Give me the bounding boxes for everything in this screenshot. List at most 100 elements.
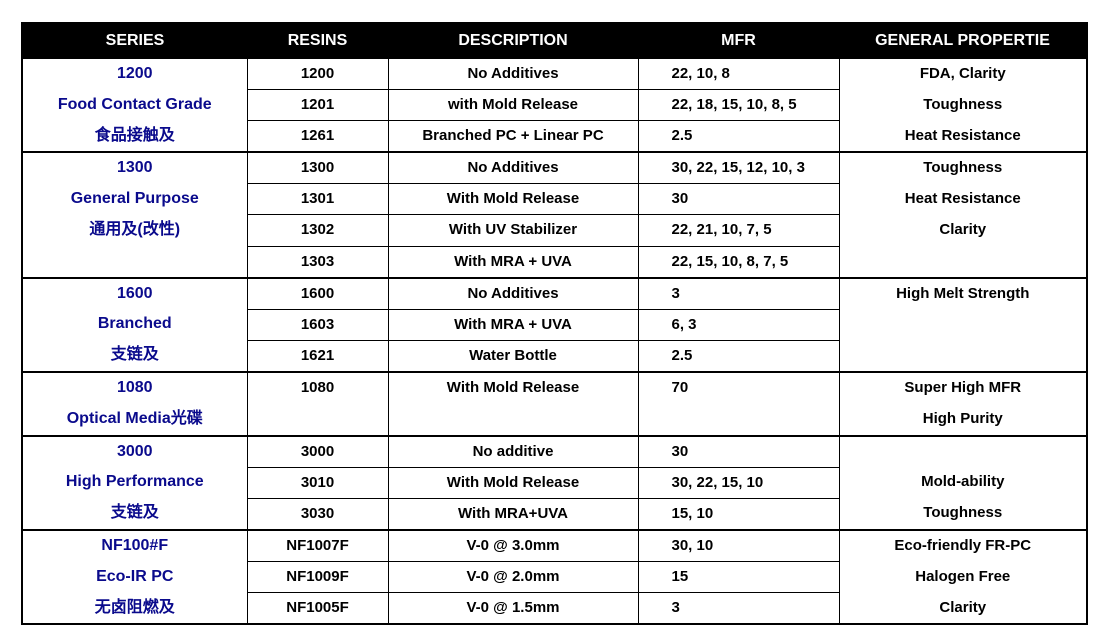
mfr-cell: 22, 18, 15, 10, 8, 5	[637, 89, 840, 122]
mfr-cell: 15, 10	[637, 497, 840, 531]
table-row: NF1009F V-0 @ 2.0mm 15	[22, 561, 1087, 594]
table-row: NF1005F V-0 @ 1.5mm 3	[22, 592, 1087, 625]
resin-cell: 3000	[246, 434, 389, 468]
property-line: Eco-friendly FR-PC	[894, 536, 1032, 554]
table-row: 1603 With MRA + UVA 6, 3	[22, 308, 1087, 341]
table-row: 1303 With MRA + UVA 22, 15, 10, 8, 7, 5	[22, 245, 1087, 279]
resin-cell: 1080	[246, 370, 389, 437]
series-line: 食品接触及	[94, 126, 175, 144]
mfr-cell: 2.5	[637, 339, 840, 373]
table-row: 1621 Water Bottle 2.5	[22, 339, 1087, 373]
property-line: FDA, Clarity	[919, 65, 1006, 82]
description-cell: With MRA + UVA	[387, 308, 639, 341]
series-line: High Performance	[65, 473, 204, 491]
general-properties-cell: FDA, Clarity Toughness Heat Resistance	[838, 56, 1088, 153]
property-line: Halogen Free	[915, 567, 1011, 585]
table-row: 1201 with Mold Release 22, 18, 15, 10, 8, …	[22, 89, 1087, 122]
series-line: 无卤阻燃及	[94, 598, 175, 616]
table-row: 1300 General Purpose 通用及(改性) 1300 No Additiv…	[21, 151, 1088, 279]
resin-cell: NF1007F	[246, 528, 389, 563]
resin-cell: 1200	[246, 57, 389, 91]
table-row: 1200 Food Contact Grade 食品接触及 1200 No Additi…	[21, 56, 1088, 153]
series-line: 1080	[116, 378, 153, 396]
table-row: 1301 With Mold Release 30	[22, 183, 1087, 216]
description-cell: With Mold Release	[387, 370, 639, 437]
table-row: 1261 Branched PC + Linear PC 2.5	[22, 120, 1087, 153]
resin-cell: 1301	[246, 183, 389, 216]
property-line: Super High MFR	[904, 378, 1022, 396]
resin-cell: NF1009F	[246, 561, 389, 594]
property-line	[840, 246, 1087, 277]
mfr-cell: 70	[637, 370, 840, 437]
mfr-cell: 30, 22, 15, 10	[637, 466, 840, 499]
mfr-cell: 3	[637, 592, 840, 625]
resin-cell: 1621	[246, 339, 389, 373]
property-line: Heat Resistance	[904, 190, 1021, 208]
description-cell: With UV Stabilizer	[387, 214, 639, 247]
series-line: 支链及	[110, 346, 159, 364]
property-line: High Melt Strength	[896, 284, 1030, 302]
series-line: Branched	[97, 315, 172, 333]
mfr-cell: 22, 10, 8	[637, 57, 840, 91]
series-line: Food Contact Grade	[57, 95, 212, 113]
property-line: High Purity	[922, 409, 1003, 427]
mfr-cell: 22, 15, 10, 8, 7, 5	[637, 245, 840, 279]
series-line: 1600	[116, 284, 153, 302]
table-row: 3010 With Mold Release 30, 22, 15, 10	[22, 466, 1087, 499]
table-row: 3030 With MRA+UVA 15, 10	[22, 497, 1087, 531]
resin-cell: 1261	[246, 120, 389, 153]
table-row: 1600 Branched 支链及 1600 No Additives 3 High Mel…	[21, 276, 1088, 373]
series-line: NF100#F	[101, 536, 169, 554]
description-cell: V-0 @ 3.0mm	[387, 528, 639, 563]
property-line: Clarity	[939, 220, 987, 238]
general-properties-cell: Mold-ability Toughness	[838, 434, 1088, 531]
table-row: NF100#F Eco-IR PC 无卤阻燃及 NF1007F V-0 @ 3.0mm 3…	[21, 528, 1088, 625]
table-row: 1080 Optical Media光碟 1080 With Mold Release…	[21, 370, 1088, 437]
resin-cell: 3030	[246, 497, 389, 531]
property-line: Heat Resistance	[904, 126, 1021, 144]
resin-cell: 1201	[246, 89, 389, 122]
property-line: Clarity	[939, 598, 987, 616]
series-line: 3000	[116, 442, 153, 460]
mfr-cell: 30, 10	[637, 528, 840, 563]
description-cell: with Mold Release	[387, 89, 639, 122]
description-cell: With MRA + UVA	[387, 245, 639, 279]
series-cell: NF100#F Eco-IR PC 无卤阻燃及	[21, 528, 248, 625]
mfr-cell: 22, 21, 10, 7, 5	[637, 214, 840, 247]
mfr-cell: 30, 22, 15, 12, 10, 3	[637, 151, 840, 185]
series-line: 支链及	[110, 504, 159, 522]
header-series: SERIES	[22, 23, 247, 58]
series-line: 1300	[116, 159, 153, 177]
resin-cell: 3010	[246, 466, 389, 499]
property-line	[840, 340, 1087, 371]
description-cell: V-0 @ 1.5mm	[387, 592, 639, 625]
series-line: General Purpose	[70, 190, 199, 208]
mfr-cell: 15	[637, 561, 840, 594]
description-cell: With MRA+UVA	[387, 497, 639, 531]
resin-cell: 1603	[246, 308, 389, 341]
property-line	[840, 309, 1087, 340]
resin-cell: 1303	[246, 245, 389, 279]
series-cell: 1080 Optical Media光碟	[21, 370, 248, 437]
property-line: Toughness	[923, 504, 1003, 522]
series-line: 1200	[116, 65, 153, 82]
mfr-cell: 3	[637, 276, 840, 310]
property-line	[840, 437, 1087, 468]
description-cell: No Additives	[387, 151, 639, 185]
description-cell: No additive	[387, 434, 639, 468]
header-row: SERIES RESINS DESCRIPTION MFR GENERAL PR…	[22, 23, 1087, 58]
description-cell: Water Bottle	[387, 339, 639, 373]
resin-cell: NF1005F	[246, 592, 389, 625]
description-cell: V-0 @ 2.0mm	[387, 561, 639, 594]
property-line: Mold-ability	[921, 473, 1005, 491]
table-row: 3000 High Performance 支链及 3000 No additive 30…	[21, 434, 1088, 531]
mfr-cell: 30	[637, 183, 840, 216]
resin-series-table: SERIES RESINS DESCRIPTION MFR GENERAL PR…	[21, 22, 1088, 626]
property-line: Toughness	[923, 159, 1003, 177]
property-line: Toughness	[923, 95, 1003, 113]
resin-cell: 1300	[246, 151, 389, 185]
header-resins: RESINS	[247, 23, 388, 58]
description-cell: Branched PC + Linear PC	[387, 120, 639, 153]
header-general-properties: GENERAL PROPERTIE	[839, 23, 1087, 58]
series-cell: 1200 Food Contact Grade 食品接触及	[21, 56, 248, 153]
